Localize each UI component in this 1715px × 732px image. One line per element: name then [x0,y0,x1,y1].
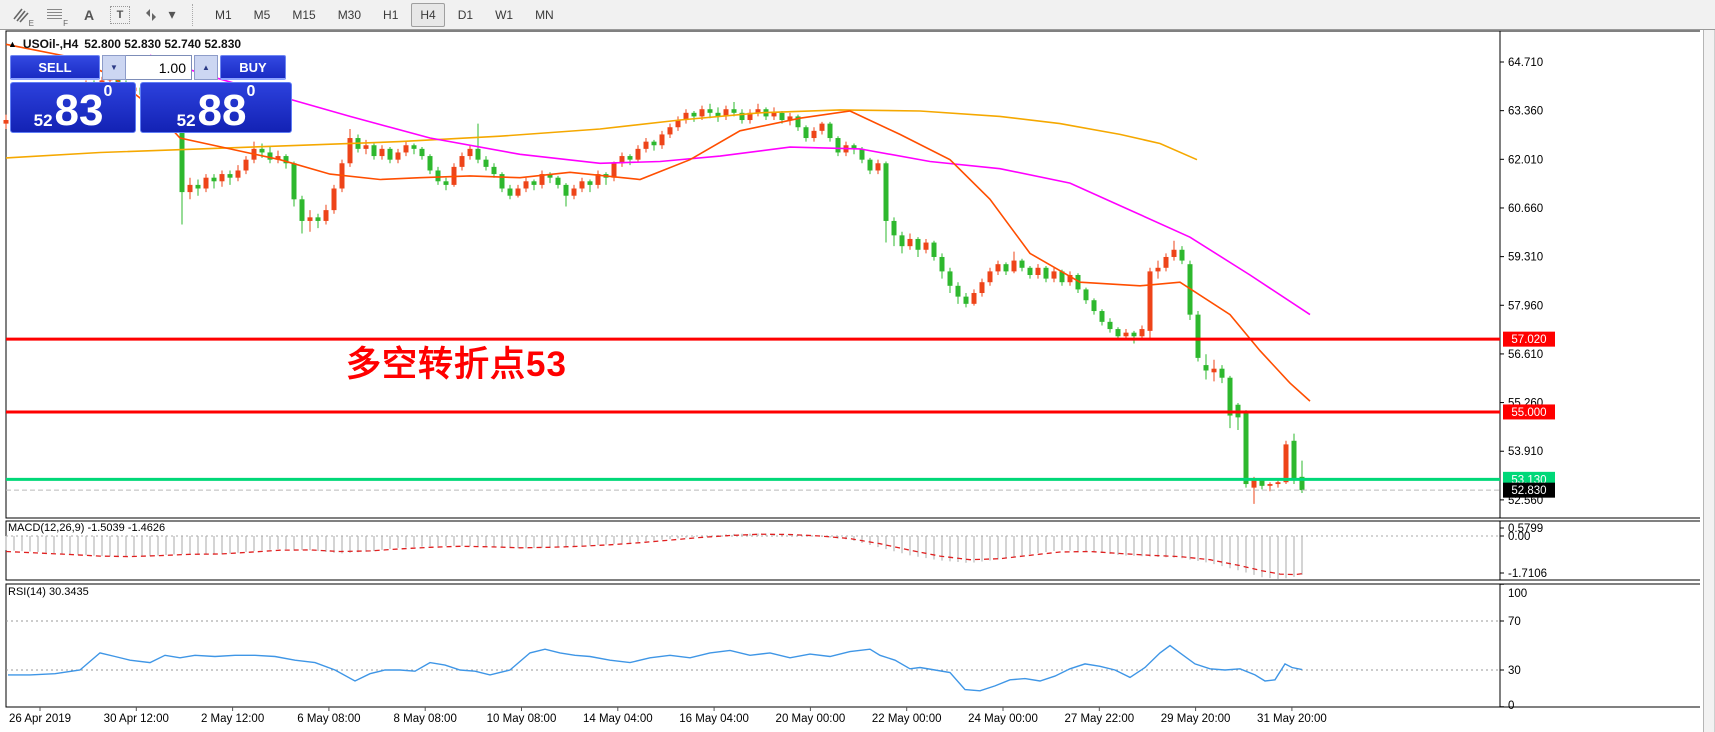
volume-increase-button[interactable]: ▲ [194,55,218,80]
ohlc-values: 52.800 52.830 52.740 52.830 [84,37,242,51]
svg-text:31 May 20:00: 31 May 20:00 [1257,713,1327,725]
buy-price-big: 88 [197,86,247,135]
sell-button[interactable]: SELL [10,55,100,80]
timeframe-button-d1[interactable]: D1 [457,7,474,22]
svg-text:62.010: 62.010 [1508,154,1543,166]
svg-text:30: 30 [1508,665,1521,677]
svg-text:26 Apr 2019: 26 Apr 2019 [9,713,71,725]
svg-text:56.610: 56.610 [1508,349,1543,361]
svg-text:59.310: 59.310 [1508,252,1543,264]
svg-text:57.020: 57.020 [1511,334,1546,346]
grid-fill-icon[interactable]: F [42,3,68,28]
svg-text:64.710: 64.710 [1508,57,1543,69]
svg-text:-1.7106: -1.7106 [1508,568,1547,580]
buy-button[interactable]: BUY [220,55,286,80]
vertical-scrollbar[interactable] [1703,30,1715,732]
svg-text:10 May 08:00: 10 May 08:00 [487,713,557,725]
svg-text:57.960: 57.960 [1508,300,1543,312]
buy-price-small: 52 [176,111,196,130]
draw-hatch-icon[interactable]: E [8,3,34,28]
svg-text:27 May 22:00: 27 May 22:00 [1064,713,1134,725]
svg-text:22 May 00:00: 22 May 00:00 [872,713,942,725]
volume-input[interactable] [126,55,192,80]
svg-text:70: 70 [1508,616,1521,628]
buy-price-box[interactable]: 52 88 0 [140,82,292,133]
timeframe-button-m30[interactable]: M30 [337,7,362,22]
svg-text:30 Apr 12:00: 30 Apr 12:00 [104,713,169,725]
svg-text:29 May 20:00: 29 May 20:00 [1161,713,1231,725]
trade-controls-row: SELL ▼ ▲ BUY [10,55,292,80]
one-click-trading-panel: SELL ▼ ▲ BUY 52 83 0 52 88 0 [10,55,292,135]
timeframe-button-m5[interactable]: M5 [253,7,271,22]
svg-text:2 May 12:00: 2 May 12:00 [201,713,264,725]
svg-text:0: 0 [1508,700,1514,712]
svg-text:60.660: 60.660 [1508,203,1543,215]
symbol-period-label: USOil-,H4 [22,37,79,51]
svg-text:16 May 04:00: 16 May 04:00 [679,713,749,725]
svg-text:55.000: 55.000 [1511,407,1546,419]
svg-text:63.360: 63.360 [1508,106,1543,118]
timeframe-button-mn[interactable]: MN [535,7,554,22]
timeframe-button-w1[interactable]: W1 [495,7,514,22]
chart-canvas[interactable]: 64.710 63.360 62.010 60.660 59.310 57.960 56.6… [0,30,1703,732]
timeframe-button-h1[interactable]: H1 [383,7,399,22]
collapse-arrow-icon[interactable]: ▲ [8,39,17,49]
timeframe-button-m15[interactable]: M15 [292,7,316,22]
sell-price-big: 83 [54,86,104,135]
svg-text:6 May 08:00: 6 May 08:00 [297,713,360,725]
sell-price-box[interactable]: 52 83 0 [10,82,136,133]
top-toolbar: E F A T ▾ M1 M5 M15 M30 H1 H4 D1 W1 MN [0,0,1715,30]
svg-text:100: 100 [1508,588,1527,600]
rsi-indicator-label: RSI(14) 30.3435 [8,586,89,598]
svg-text:20 May 00:00: 20 May 00:00 [776,713,846,725]
sell-price-sup: 0 [103,83,113,100]
toolbar-separator [192,3,194,26]
svg-text:52.830: 52.830 [1511,485,1546,497]
sell-price-small: 52 [33,111,53,130]
svg-text:14 May 04:00: 14 May 04:00 [583,713,653,725]
svg-text:52.560: 52.560 [1508,495,1543,507]
dropdown-caret-icon[interactable]: ▾ [168,6,176,22]
chart-window: 64.710 63.360 62.010 60.660 59.310 57.960 56.6… [0,30,1715,732]
text-frame-icon[interactable]: T [110,5,130,24]
chart-title: ▲ USOil-,H4 52.800 52.830 52.740 52.830 [8,37,241,51]
macd-indicator-label: MACD(12,26,9) -1.5039 -1.4626 [8,522,166,534]
timeframe-button-m1[interactable]: M1 [215,7,232,22]
text-a-icon[interactable]: A [83,6,95,23]
svg-text:0.00: 0.00 [1508,531,1530,543]
buy-price-sup: 0 [246,83,256,100]
svg-text:53.910: 53.910 [1508,446,1543,458]
svg-text:0.5799: 0.5799 [1508,523,1543,535]
svg-text:24 May 00:00: 24 May 00:00 [968,713,1038,725]
svg-text:8 May 08:00: 8 May 08:00 [394,713,457,725]
swap-arrows-icon[interactable] [138,3,164,27]
chart-text-annotation: 多空转折点53 [346,345,567,384]
timeframe-button-group: M1 M5 M15 M30 H1 H4 D1 W1 MN [204,2,565,27]
volume-decrease-button[interactable]: ▼ [102,55,126,80]
timeframe-button-h4[interactable]: H4 [411,2,445,27]
